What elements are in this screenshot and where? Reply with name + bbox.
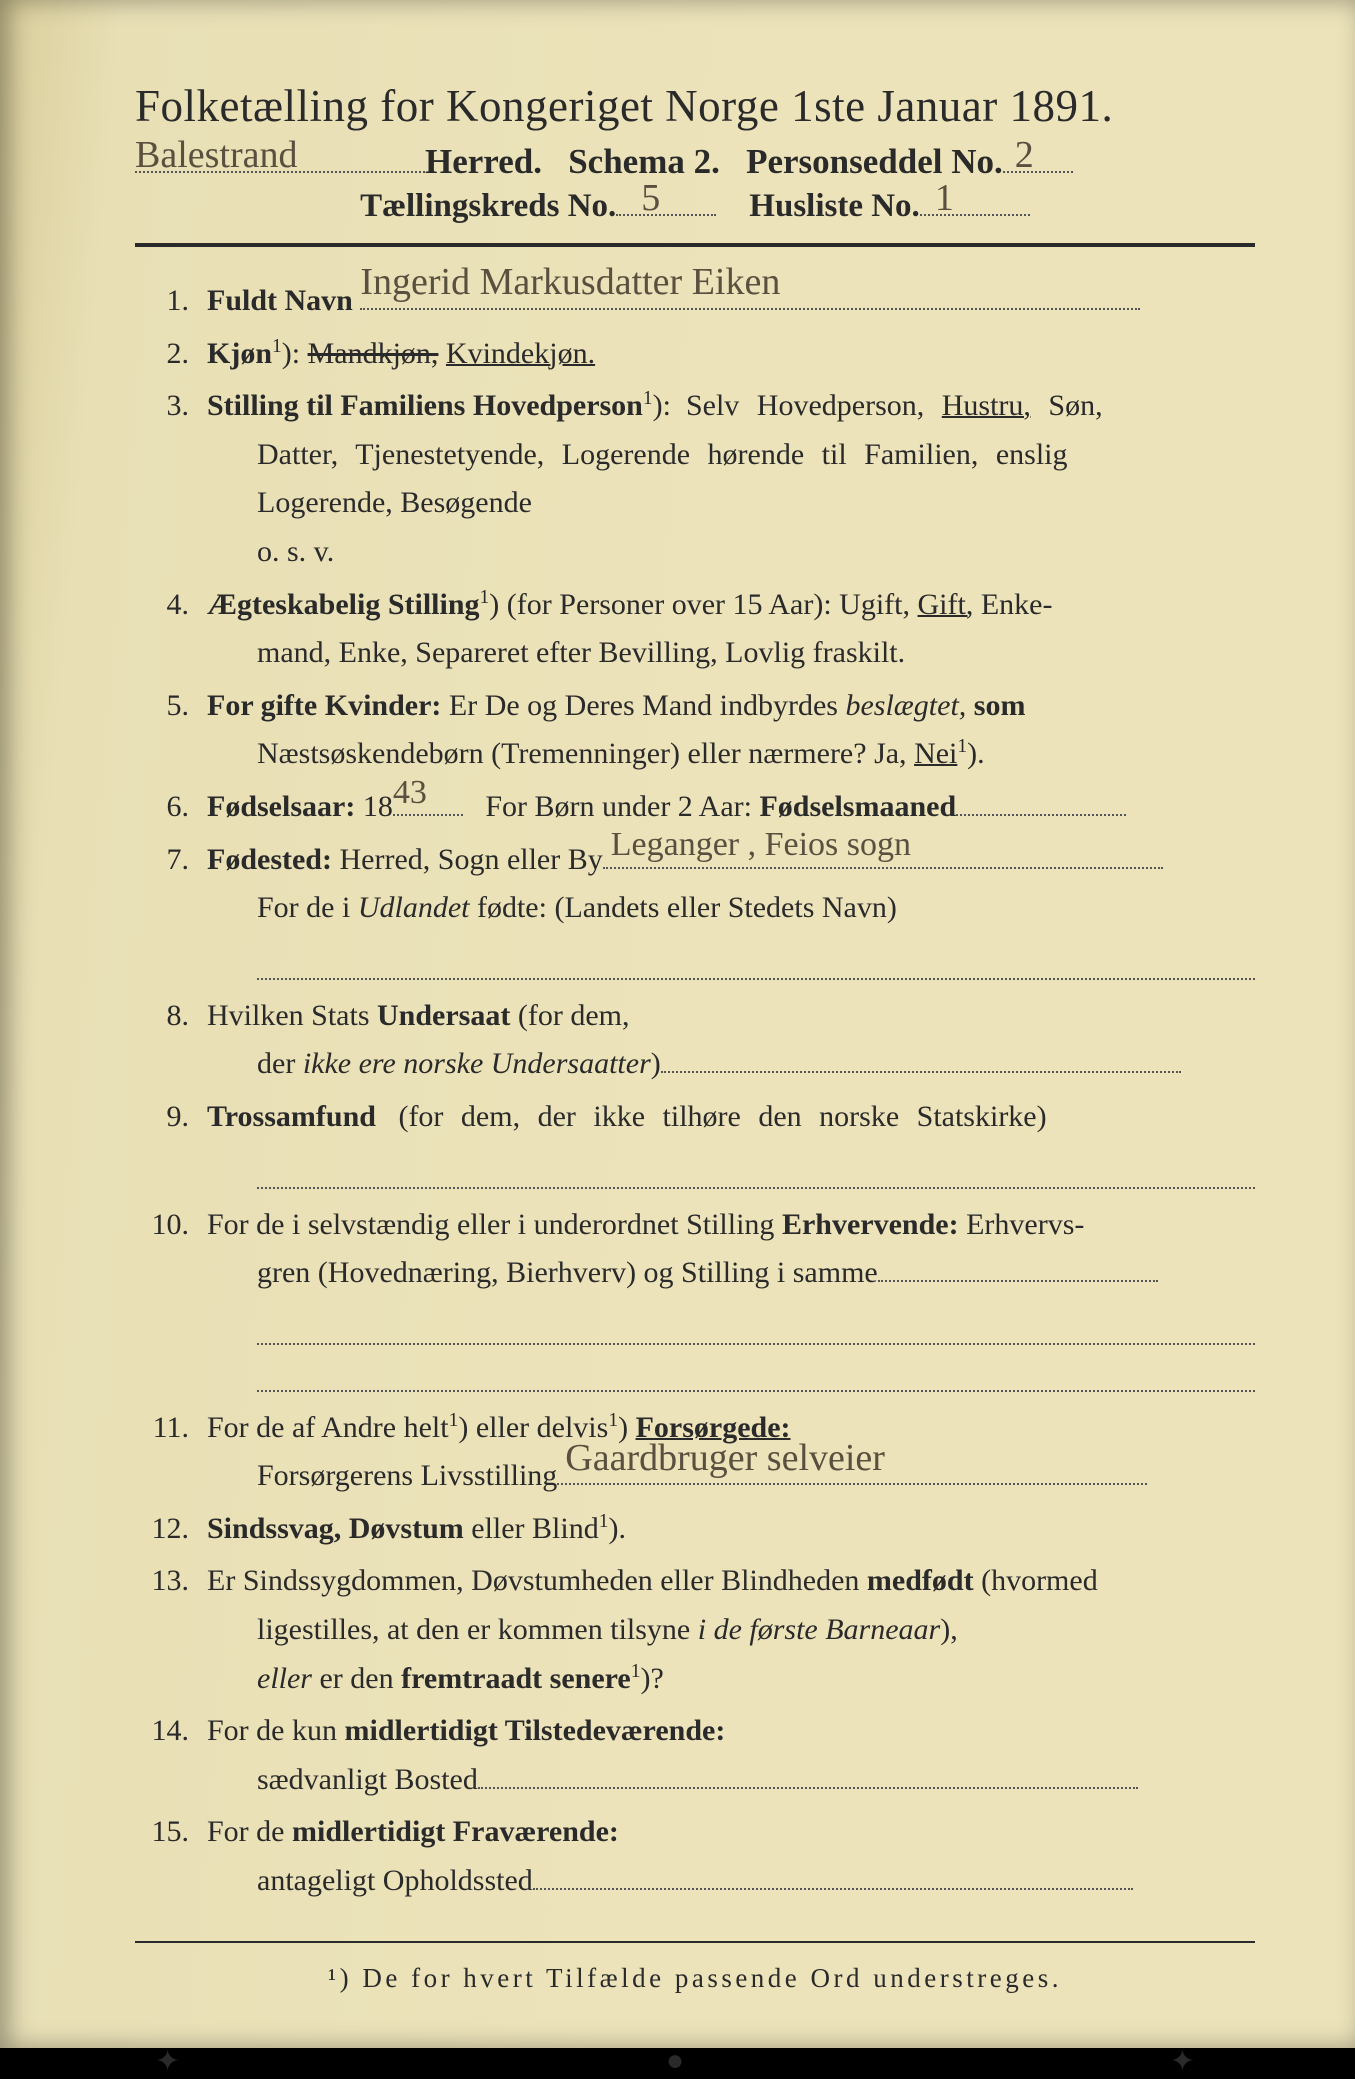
item-10: 10. For de i selvstændig eller i underor… — [143, 1201, 1255, 1400]
q6-year: 43 — [393, 765, 427, 820]
q10-label: Erhvervende: — [782, 1208, 959, 1241]
item-12: 12. Sindssvag, Døvstum eller Blind1). — [143, 1505, 1255, 1554]
husliste-value: 1 — [935, 176, 954, 220]
q4-gift: Gift, — [918, 588, 974, 621]
census-form-page: Folketælling for Kongeriget Norge 1ste J… — [0, 0, 1355, 2048]
header-line-1: BalestrandHerred. Schema 2. Personseddel… — [135, 142, 1255, 182]
footnote: ¹) De for hvert Tilfælde passende Ord un… — [135, 1963, 1255, 1994]
q9-label: Trossamfund — [207, 1100, 376, 1133]
q6-label: Fødselsaar: — [207, 790, 355, 823]
q5-label: For gifte Kvinder: — [207, 689, 441, 722]
q7-value: Leganger , Feios sogn — [611, 817, 911, 872]
husliste-label: Husliste No. — [749, 188, 920, 224]
page-title: Folketælling for Kongeriget Norge 1ste J… — [135, 80, 1255, 132]
q7-label: Fødested: — [207, 843, 332, 876]
tkreds-value: 5 — [641, 176, 660, 220]
q14-label: midlertidigt Tilstedeværende: — [345, 1714, 726, 1747]
divider-top — [135, 243, 1255, 247]
bottom-marks: ✦ ● ✦ — [135, 1994, 1255, 2079]
item-1: 1. Fuldt Navn Ingerid Markusdatter Eiken — [143, 277, 1255, 326]
q11-value: Gaardbruger selveier — [565, 1428, 885, 1490]
mark-mid: ● — [666, 2044, 684, 2079]
q3-hustru: Hustru, — [942, 389, 1031, 422]
mark-right: ✦ — [1170, 2044, 1195, 2079]
item-15: 15. For de midlertidigt Fraværende: anta… — [143, 1808, 1255, 1905]
tkreds-label: Tællingskreds No. — [360, 188, 616, 224]
q1-value: Ingerid Markusdatter Eiken — [360, 252, 780, 314]
item-8: 8. Hvilken Stats Undersaat (for dem, der… — [143, 992, 1255, 1089]
divider-bottom — [135, 1941, 1255, 1943]
item-5: 5. For gifte Kvinder: Er De og Deres Man… — [143, 682, 1255, 779]
q2-label: Kjøn — [207, 337, 272, 370]
item-11: 11. For de af Andre helt1) eller delvis1… — [143, 1404, 1255, 1501]
item-2: 2. Kjøn1): Mandkjøn, Kvindekjøn. — [143, 330, 1255, 379]
q12-label: Sindssvag, Døvstum — [207, 1512, 464, 1545]
mark-left: ✦ — [155, 2044, 180, 2079]
header-line-2: Tællingskreds No.5 Husliste No.1 — [135, 188, 1255, 225]
item-9: 9. Trossamfund (for dem, der ikke tilhør… — [143, 1093, 1255, 1197]
personseddel-label: Personseddel No. — [746, 142, 1003, 181]
q13-label: medfødt — [867, 1564, 974, 1597]
item-7: 7. Fødested: Herred, Sogn eller ByLegang… — [143, 836, 1255, 988]
q1-label: Fuldt Navn — [207, 284, 353, 317]
q5-nei: Nei — [914, 737, 957, 770]
herred-label: Herred. — [425, 142, 542, 181]
item-3: 3. Stilling til Familiens Hovedperson1):… — [143, 382, 1255, 576]
q2-opt-a: Mandkjøn, — [308, 337, 439, 370]
q4-label: Ægteskabelig Stilling — [207, 588, 480, 621]
q15-label: midlertidigt Fraværende: — [292, 1815, 619, 1848]
q3-label: Stilling til Familiens Hovedperson — [207, 389, 643, 422]
item-14: 14. For de kun midlertidigt Tilstedevære… — [143, 1707, 1255, 1804]
herred-value: Balestrand — [135, 133, 298, 177]
item-13: 13. Er Sindssygdommen, Døvstumheden elle… — [143, 1557, 1255, 1703]
form-items: 1. Fuldt Navn Ingerid Markusdatter Eiken… — [135, 277, 1255, 1906]
personseddel-value: 2 — [1015, 133, 1034, 177]
q2-opt-b: Kvindekjøn. — [446, 337, 595, 370]
q8-label: Undersaat — [377, 999, 510, 1032]
item-4: 4. Ægteskabelig Stilling1) (for Personer… — [143, 581, 1255, 678]
